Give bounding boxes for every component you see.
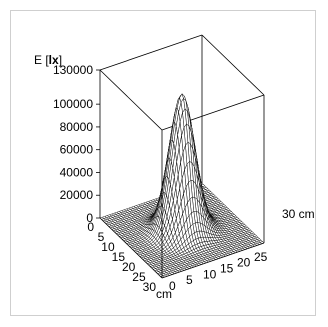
y-tick-label: 10 xyxy=(203,267,217,281)
z-tick-label: 20000 xyxy=(60,188,94,202)
box-edge xyxy=(99,34,203,71)
z-tick-label: 130000 xyxy=(53,63,93,77)
box-edge xyxy=(99,69,163,131)
x-tick-label: 20 xyxy=(122,260,136,274)
y-tick-labels: 0 5 10 15 20 25 xyxy=(169,250,268,293)
y-tick-label: 0 xyxy=(169,279,176,293)
z-tick-label: 60000 xyxy=(60,143,94,157)
surface-mesh xyxy=(99,93,265,279)
box-edge xyxy=(161,242,265,279)
x-tick-label: 25 xyxy=(132,270,146,284)
x-tick-label: 0 xyxy=(87,220,94,234)
y-tick-label: 5 xyxy=(186,273,193,287)
front-box xyxy=(99,130,265,279)
back-box xyxy=(99,34,265,243)
z-axis-label: E [lx] xyxy=(34,53,62,67)
y-tick-label: 25 xyxy=(254,250,268,264)
z-tick-labels: 0 20000 40000 60000 80000 100000 130000 xyxy=(53,63,100,225)
y-tick-label: 15 xyxy=(220,262,234,276)
x-tick-label: 30 xyxy=(143,280,157,294)
x-tick-label: 15 xyxy=(112,250,126,264)
y-tick-label: 20 xyxy=(237,256,251,270)
y-axis-label: 30 cm xyxy=(282,207,315,221)
z-tick-label: 0 xyxy=(86,211,93,225)
z-tick-label: 80000 xyxy=(60,120,94,134)
x-axis-label: cm xyxy=(156,287,172,301)
z-tick-label: 100000 xyxy=(53,97,93,111)
box-edge xyxy=(201,34,265,96)
x-tick-label: 5 xyxy=(98,230,105,244)
box-edge xyxy=(99,217,163,279)
z-tick-label: 40000 xyxy=(60,165,94,179)
x-tick-label: 10 xyxy=(101,240,115,254)
